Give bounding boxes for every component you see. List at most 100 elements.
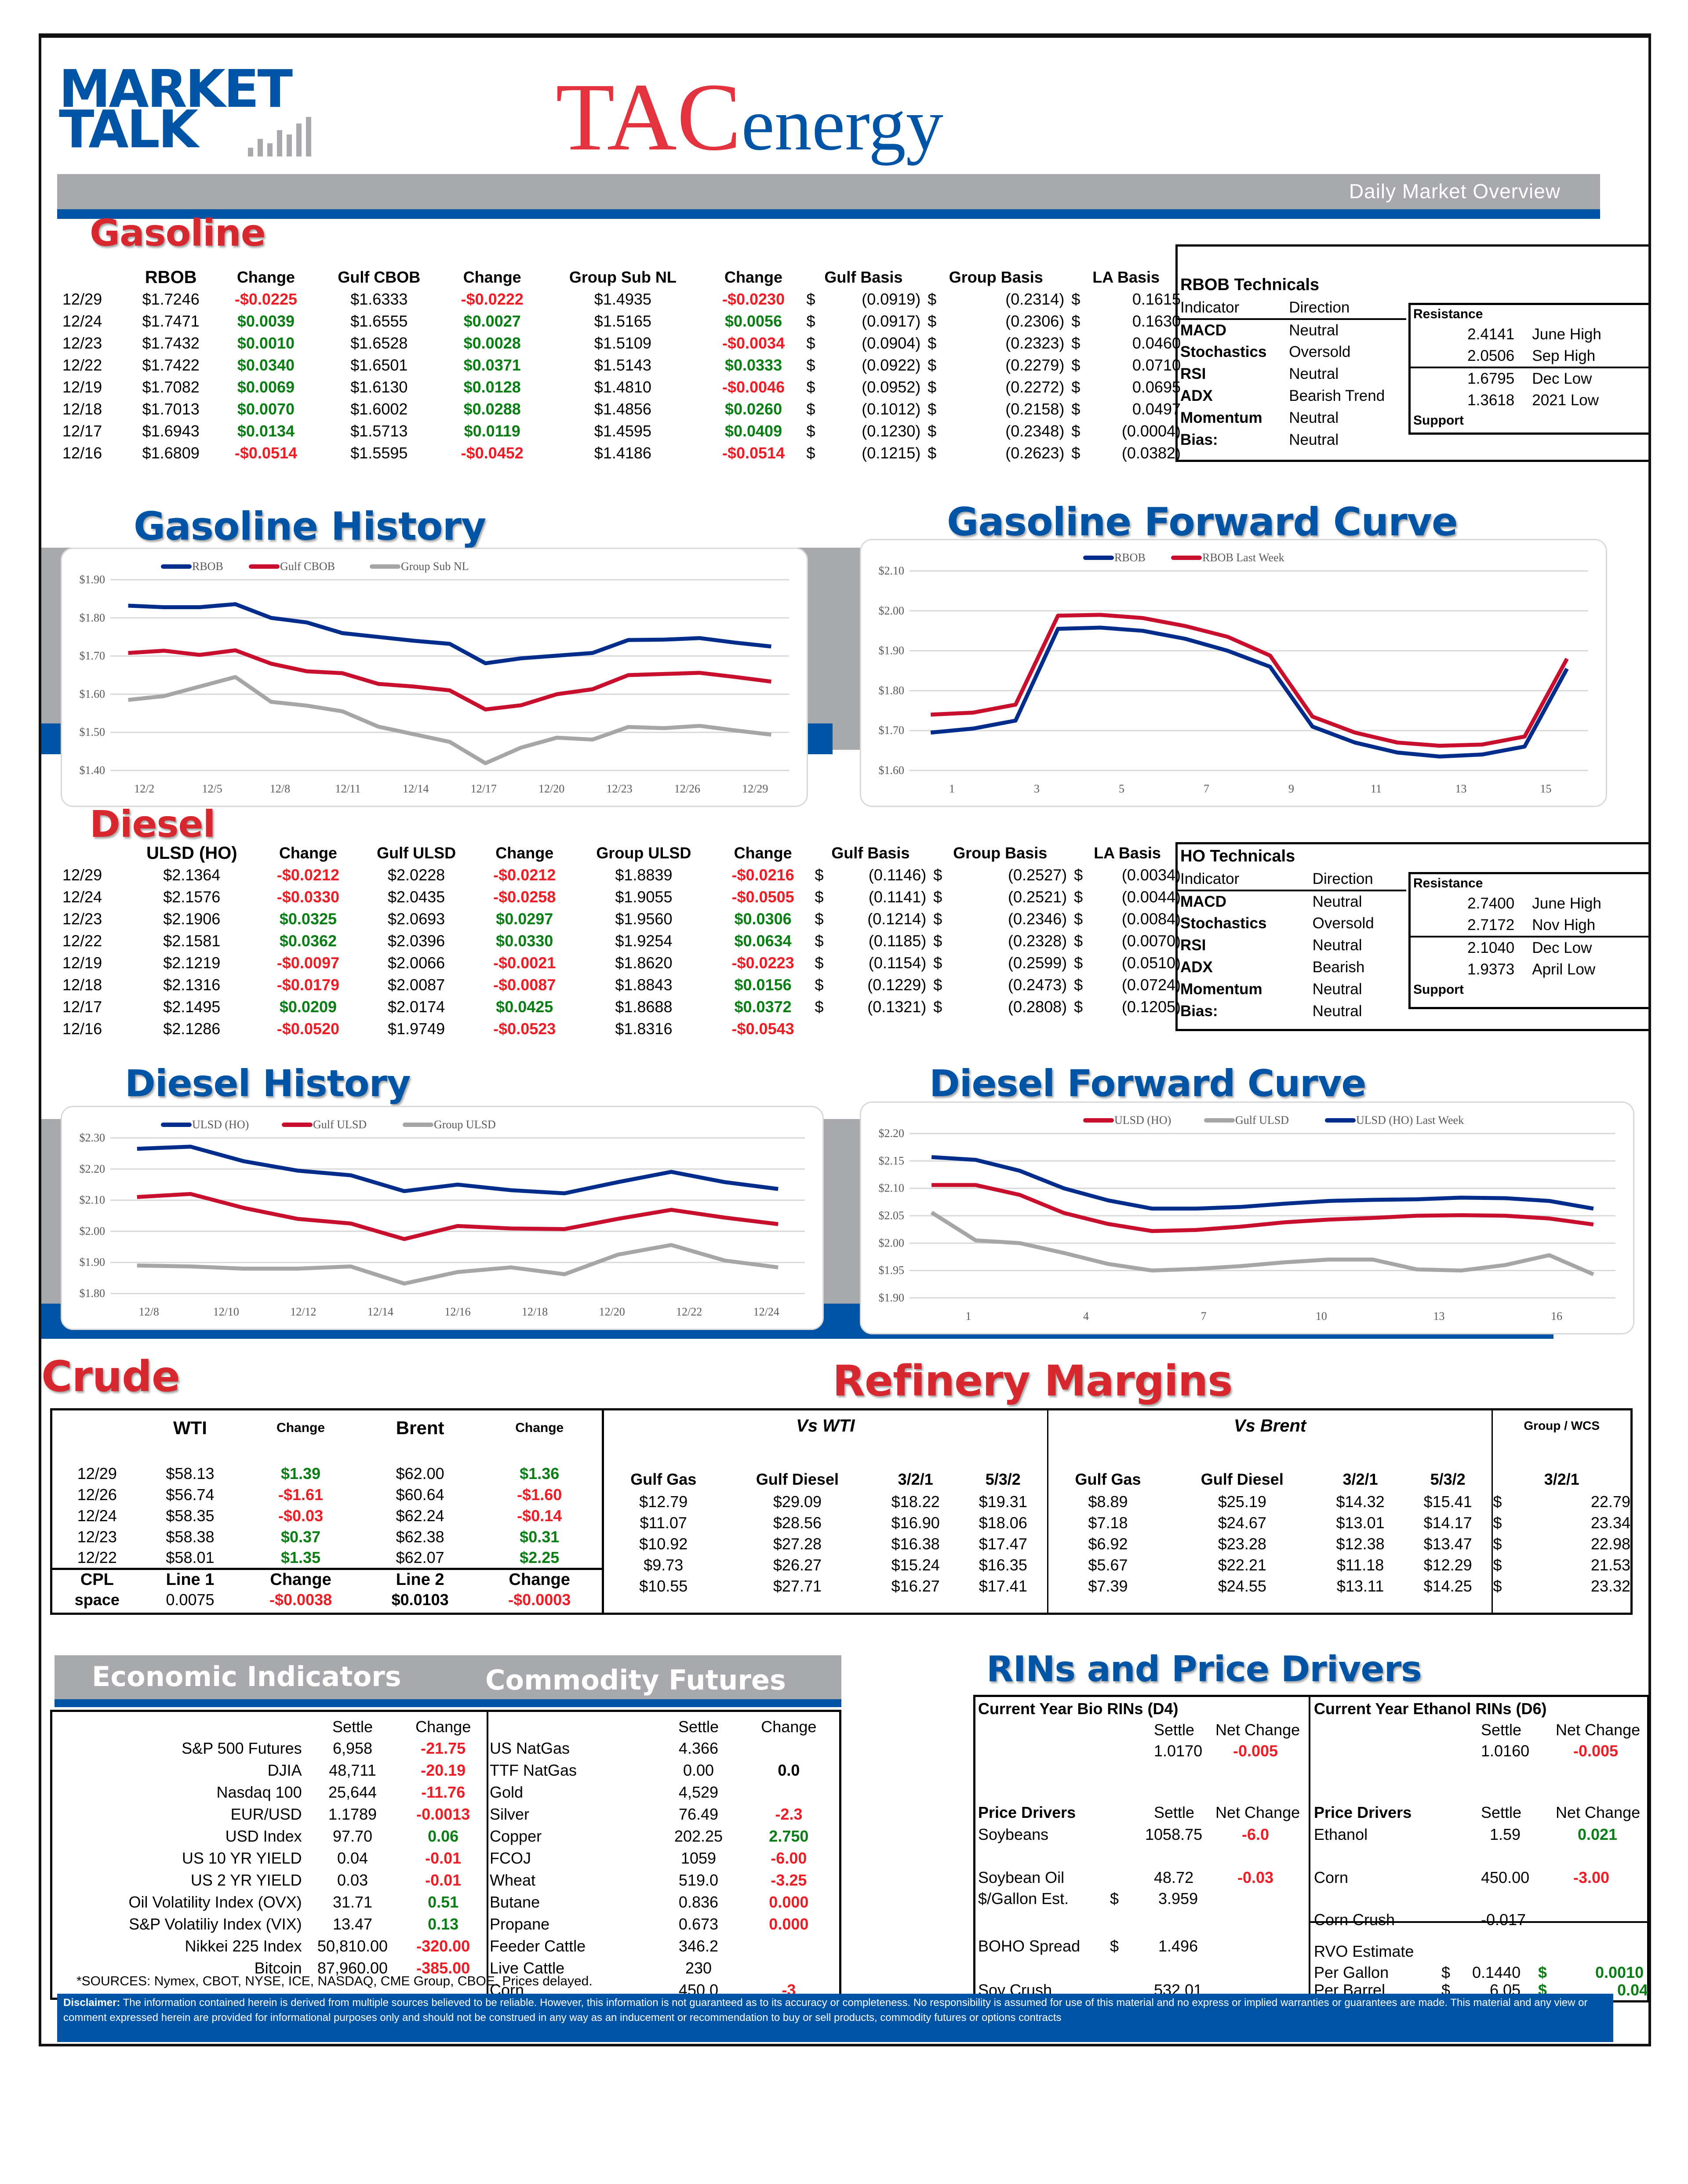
svg-text:$1.90: $1.90 <box>879 1291 905 1304</box>
tech-row: ADX Bearish <box>1180 959 1365 976</box>
table-row: 12/18 $1.7013 $0.0070 $1.6002 $0.0288 $1… <box>62 400 1181 418</box>
support-row: 1.9373 April Low <box>1467 961 1596 978</box>
svg-text:12/8: 12/8 <box>139 1305 159 1318</box>
svg-text:$2.10: $2.10 <box>879 564 905 577</box>
table-header: Settle Change <box>678 1718 817 1736</box>
tech-row: RSI Neutral <box>1180 937 1362 954</box>
gasoline-title: Gasoline <box>90 211 266 254</box>
svg-text:16: 16 <box>1551 1310 1562 1323</box>
svg-text:$2.00: $2.00 <box>80 1225 106 1237</box>
table-row: 12/23 $2.1906 $0.0325 $2.0693 $0.0297 $1… <box>62 910 1181 928</box>
svg-text:$2.10: $2.10 <box>80 1194 106 1206</box>
cpl-row: space 0.0075 -$0.0038 $0.0103 -$0.0003 <box>74 1591 571 1609</box>
table-row: EUR/USD 1.1789 -0.0013 <box>230 1805 470 1823</box>
table-row: Bitcoin 87,960.00 -385.00 <box>254 1959 470 1977</box>
ho-resistance-support: Resistance 2.7400 June High 2.7172 Nov High 2… <box>1408 872 1648 1009</box>
resistance-row: 2.4141 June High <box>1467 326 1601 343</box>
table-row: Butane 0.836 0.000 <box>490 1893 809 1911</box>
table-row: $10.92 $27.28 $16.38 $17.47 $6.92 $23.28 $12.3… <box>604 1534 1630 1555</box>
svg-text:11: 11 <box>1371 782 1382 795</box>
disclaimer: Disclaimer: The information contained he… <box>57 1994 1613 2042</box>
crude-table: WTI Change Brent Change 12/29 $58.13 $1.39 $62.… <box>50 1408 604 1615</box>
ho-technicals: HO Technicals Indicator Direction MACD Neut… <box>1175 842 1648 1031</box>
table-row: US NatGas 4.366 <box>490 1739 719 1757</box>
divider <box>1309 1697 1310 2000</box>
table-header: WTI Change Brent Change <box>173 1417 564 1438</box>
gasoline-history-title: Gasoline History <box>134 504 486 549</box>
table-row: 12/24 $2.1576 -$0.0330 $2.0435 -$0.0258 … <box>62 888 1181 906</box>
svg-text:5: 5 <box>1119 782 1124 795</box>
svg-text:12/2: 12/2 <box>134 782 154 795</box>
divider <box>487 1712 488 1998</box>
table-row: 12/29 $1.7246 -$0.0225 $1.6333 -$0.0222 … <box>62 290 1181 308</box>
table-row: $12.79 $29.09 $18.22 $19.31 $8.89 $25.19 $14.3… <box>604 1491 1630 1512</box>
table-row: USD Index 97.70 0.06 <box>225 1827 459 1845</box>
table-row: 12/16 $2.1286 -$0.0520 $1.9749 -$0.0523 … <box>62 1020 794 1038</box>
table-row: Propane 0.673 0.000 <box>490 1915 809 1933</box>
svg-text:$1.50: $1.50 <box>80 726 106 738</box>
svg-text:$2.00: $2.00 <box>879 604 905 617</box>
svg-text:1: 1 <box>949 782 955 795</box>
table-row: Gold 4,529 <box>490 1783 719 1801</box>
svg-text:13: 13 <box>1455 782 1467 795</box>
diesel-forward-curve-chart: $1.90 $1.95 $2.00 $2.05 $2.10 $2.15 $2.20 1 4 7 10… <box>860 1101 1634 1334</box>
svg-text:10: 10 <box>1316 1310 1327 1323</box>
svg-text:$1.60: $1.60 <box>879 764 905 777</box>
tech-row: Bias: Neutral <box>1180 431 1339 448</box>
svg-text:$1.90: $1.90 <box>80 573 106 586</box>
gasoline-history-chart: $1.40 $1.50 $1.60 $1.70 $1.80 $1.90 12/2 12/5 12… <box>61 548 808 807</box>
tech-header: Indicator Direction <box>1178 297 1406 319</box>
table-row: Nasdaq 100 25,644 -11.76 <box>216 1783 466 1801</box>
tac-energy-logo: TACenergy <box>556 63 943 171</box>
table-row: Silver 76.49 -2.3 <box>490 1805 803 1823</box>
svg-text:$2.30: $2.30 <box>80 1131 106 1144</box>
svg-text:Gulf CBOB: Gulf CBOB <box>280 560 335 573</box>
diesel-forward-curve-title: Diesel Forward Curve <box>929 1062 1366 1105</box>
refinery-margins-title: Refinery Margins <box>833 1356 1233 1406</box>
tech-row: Stochastics Oversold <box>1180 915 1374 932</box>
svg-text:12/22: 12/22 <box>676 1305 702 1318</box>
gasoline-table: RBOB Change Gulf CBOB Change Group Sub N… <box>59 266 1184 464</box>
svg-text:12/12: 12/12 <box>290 1305 316 1318</box>
svg-text:12/11: 12/11 <box>335 782 360 795</box>
svg-text:$1.95: $1.95 <box>879 1264 905 1277</box>
table-row: Oil Volatility Index (OVX) 31.71 0.51 <box>128 1893 459 1911</box>
table-header: Gulf Gas Gulf Diesel 3/2/1 5/3/2 Gulf Gas Gul… <box>604 1468 1630 1491</box>
tech-row: Bias: Neutral <box>1180 1003 1362 1020</box>
divider <box>1310 1921 1649 1923</box>
diesel-history-title: Diesel History <box>125 1062 411 1105</box>
svg-text:$1.70: $1.70 <box>879 724 905 737</box>
table-row: 12/19 $1.7082 $0.0069 $1.6130 $0.0128 $1… <box>62 378 1181 396</box>
table-header: RBOB Change Gulf CBOB Change Group Sub N… <box>145 267 1160 287</box>
svg-text:$1.80: $1.80 <box>80 611 106 624</box>
svg-text:$1.90: $1.90 <box>80 1256 106 1268</box>
resistance-row: 2.7172 Nov High <box>1467 916 1596 934</box>
svg-text:$1.80: $1.80 <box>879 684 905 697</box>
support-row: 2.1040 Dec Low <box>1411 937 1648 959</box>
svg-text:7: 7 <box>1201 1310 1207 1323</box>
group-header: Vs WTI Vs Brent Group / WCS <box>604 1410 1630 1441</box>
svg-text:$2.20: $2.20 <box>80 1163 106 1175</box>
resistance-row: 2.0506 Sep High <box>1467 347 1596 364</box>
header-subtitle: Daily Market Overview <box>1349 180 1561 203</box>
table-row: 12/24 $58.35 -$0.03 $62.24 -$0.14 <box>77 1507 562 1525</box>
svg-text:$2.15: $2.15 <box>879 1154 905 1167</box>
svg-text:15: 15 <box>1540 782 1552 795</box>
econ-header-band <box>55 1655 841 1699</box>
svg-text:12/17: 12/17 <box>471 782 497 795</box>
svg-text:RBOB: RBOB <box>192 560 223 573</box>
svg-text:12/18: 12/18 <box>522 1305 548 1318</box>
table-row: 12/18 $2.1316 -$0.0179 $2.0087 -$0.0087 … <box>62 976 1181 994</box>
svg-text:12/14: 12/14 <box>367 1305 393 1318</box>
svg-text:Gulf ULSD: Gulf ULSD <box>1235 1114 1289 1127</box>
svg-text:$2.10: $2.10 <box>879 1182 905 1195</box>
svg-text:12/14: 12/14 <box>403 782 429 795</box>
table-header: ULSD (HO) Change Gulf ULSD Change Group … <box>146 843 1161 863</box>
rbob-resistance-support: Resistance 2.4141 June High 2.0506 Sep High 1… <box>1408 303 1648 435</box>
rins-title: RINs and Price Drivers <box>986 1649 1422 1690</box>
market-overview-page: MARKET TALK TACenergy Daily Market Overv… <box>39 33 1651 2046</box>
commodity-futures-title: Commodity Futures <box>485 1664 786 1696</box>
cpl-header: CPL Line 1 Change Line 2 Change <box>52 1569 602 1590</box>
svg-text:12/10: 12/10 <box>213 1305 239 1318</box>
svg-text:$1.40: $1.40 <box>80 764 106 777</box>
